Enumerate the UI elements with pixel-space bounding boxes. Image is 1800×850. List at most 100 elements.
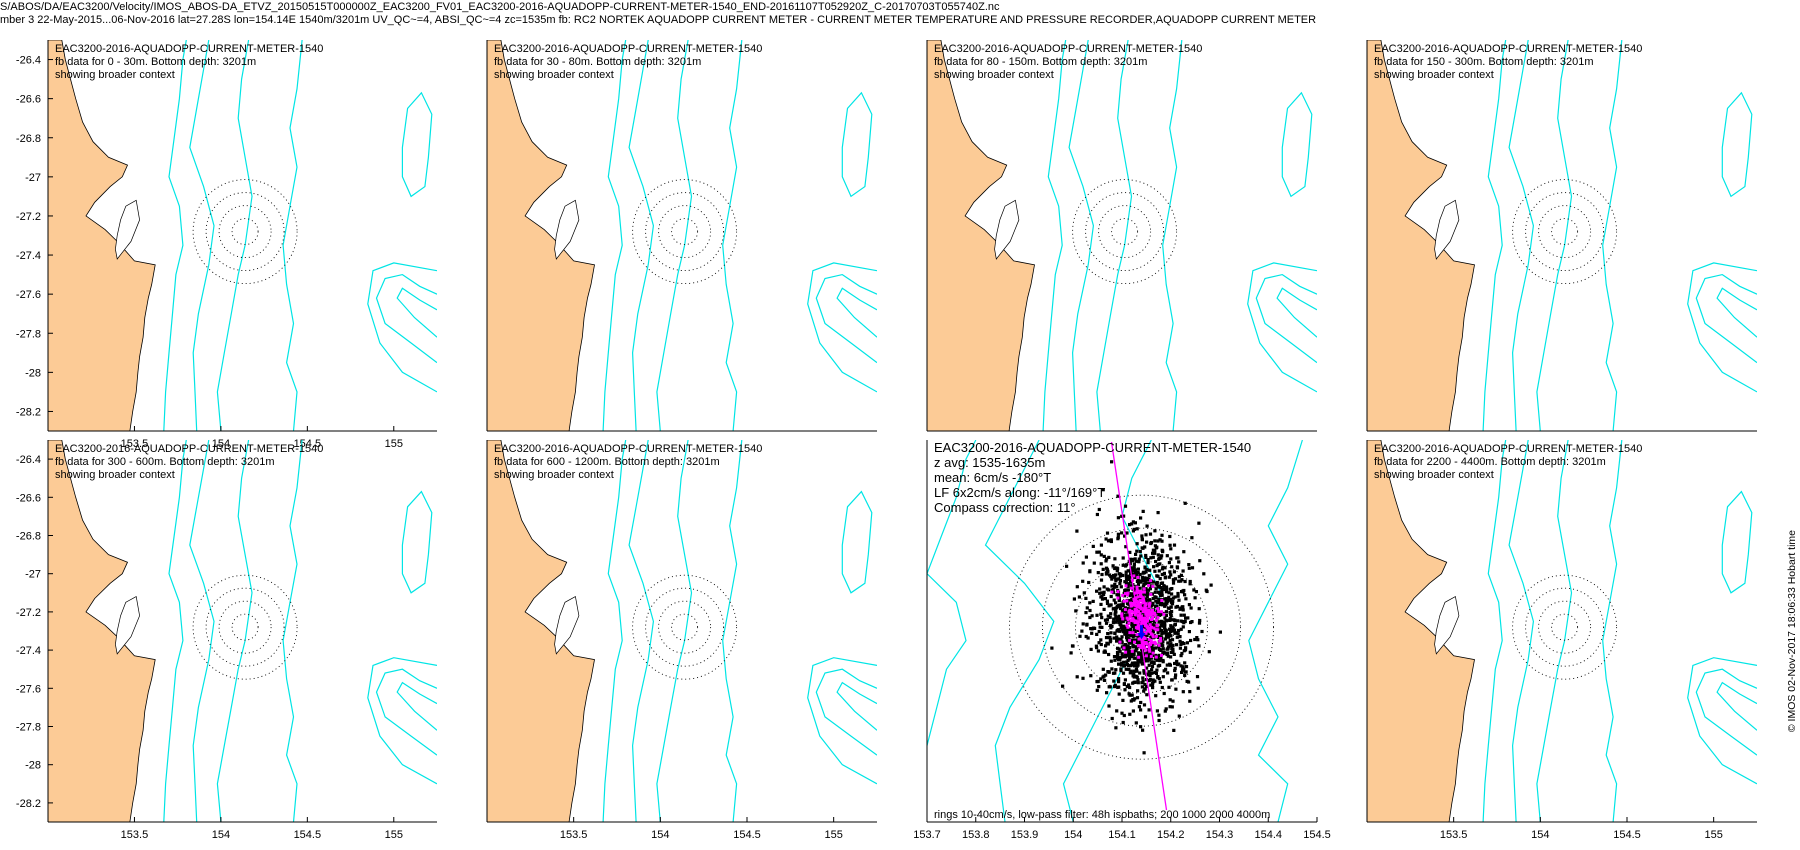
scatter-point	[1168, 662, 1172, 666]
x-tick-label: 154	[212, 829, 230, 841]
y-tick-label: -28.2	[16, 798, 41, 810]
scatter-point	[1112, 655, 1117, 659]
scatter-point	[1070, 644, 1075, 648]
y-tick-label: -27.8	[16, 722, 41, 734]
scatter-point	[1140, 537, 1144, 541]
scatter-point	[1200, 629, 1204, 634]
isobath-line	[1276, 287, 1317, 338]
y-tick-label: -26.8	[16, 133, 41, 145]
scatter-point	[1089, 627, 1093, 631]
lowpass-point	[1147, 645, 1151, 649]
scatter-point	[1124, 570, 1128, 574]
scatter-point	[1145, 524, 1149, 528]
lowpass-point	[1116, 596, 1120, 600]
x-tick-label: 154.5	[1303, 829, 1331, 841]
scatter-point	[1118, 579, 1122, 583]
scatter-point	[1141, 656, 1145, 660]
scatter-point	[1142, 625, 1146, 630]
scatter-point	[1136, 651, 1141, 655]
scatter-point	[1116, 654, 1120, 658]
scatter-point	[1113, 557, 1117, 561]
scatter-point	[1188, 650, 1192, 654]
scatter-point	[1169, 626, 1173, 630]
scatter-point	[1120, 514, 1124, 518]
scatter-point	[1139, 700, 1143, 705]
range-ring	[218, 600, 272, 654]
lowpass-point	[1130, 604, 1134, 608]
panel-subtitle: showing broader context	[494, 69, 614, 81]
isobath-line	[1695, 273, 1757, 364]
lowpass-point	[1153, 611, 1157, 615]
scatter-point	[1188, 582, 1192, 586]
scatter-point	[1122, 682, 1126, 686]
scatter-point	[1096, 649, 1100, 653]
scatter-point	[1137, 557, 1141, 561]
lowpass-point	[1132, 597, 1136, 601]
scatter-point	[1117, 677, 1121, 681]
scatter-point	[1167, 685, 1171, 689]
scatter-point	[1162, 584, 1166, 588]
lowpass-point	[1153, 613, 1157, 617]
scatter-point	[1150, 646, 1154, 650]
scatter-point	[1151, 601, 1155, 605]
lowpass-point	[1135, 590, 1139, 594]
scatter-point	[1144, 553, 1148, 558]
lowpass-point	[1133, 640, 1136, 644]
range-ring	[645, 192, 725, 272]
scatter-point	[1184, 665, 1189, 669]
scatter-point	[1143, 687, 1147, 691]
scatter-point	[1151, 580, 1156, 584]
scatter-point	[1101, 567, 1105, 571]
scatter-point	[1173, 661, 1177, 666]
lowpass-point	[1120, 612, 1124, 616]
range-ring	[1098, 205, 1152, 259]
scatter-point	[1126, 584, 1130, 588]
scatter-point	[1154, 671, 1158, 675]
scatter-point	[1163, 587, 1167, 591]
isobath-line	[189, 440, 215, 822]
scatter-point	[1104, 621, 1109, 625]
scatter-point	[1152, 661, 1156, 665]
panel-title: EAC3200-2016-AQUADOPP-CURRENT-METER-1540	[494, 43, 762, 55]
scatter-point	[1084, 555, 1088, 559]
scatter-point	[1158, 648, 1162, 652]
scatter-point	[1179, 627, 1183, 631]
scatter-point	[1133, 697, 1137, 701]
scatter-point	[1139, 725, 1143, 729]
lowpass-point	[1122, 599, 1126, 603]
lowpass-point	[1144, 612, 1148, 616]
scatter-point	[1173, 622, 1177, 626]
scatter-point	[1146, 657, 1150, 661]
scatter-point	[1129, 669, 1133, 673]
scatter-point	[1124, 655, 1128, 659]
scatter-point	[1144, 533, 1148, 537]
scatter-point	[1133, 571, 1137, 575]
scatter-point	[1096, 571, 1100, 575]
bay-water	[1434, 596, 1460, 655]
scatter-point	[1172, 578, 1176, 582]
scatter-point	[1128, 671, 1132, 675]
bay-water	[115, 596, 140, 655]
scatter-point	[1136, 689, 1140, 693]
lowpass-point	[1139, 592, 1143, 596]
scatter-point	[1177, 714, 1181, 718]
scatter-point	[1124, 609, 1128, 614]
scatter-point	[1119, 669, 1123, 673]
scatter-point	[1153, 551, 1157, 555]
isobath-line	[401, 91, 433, 198]
lowpass-point	[1142, 635, 1146, 639]
scatter-point	[1102, 554, 1106, 558]
lowpass-point	[1150, 625, 1153, 629]
lowpass-point	[1151, 584, 1155, 588]
lowpass-point	[1146, 626, 1150, 630]
panel-subtitle: fb data for 0 - 30m. Bottom depth: 3201m	[55, 56, 256, 68]
scatter-point	[1187, 603, 1191, 607]
scatter-point	[1173, 577, 1177, 581]
range-ring	[1512, 179, 1618, 285]
scatter-point	[1133, 588, 1137, 592]
panel-subtitle: fb data for 2200 - 4400m. Bottom depth: …	[1374, 456, 1606, 468]
scatter-point	[1104, 636, 1109, 640]
range-ring	[671, 218, 699, 246]
scatter-point	[1156, 585, 1160, 589]
scatter-point	[1140, 681, 1144, 685]
